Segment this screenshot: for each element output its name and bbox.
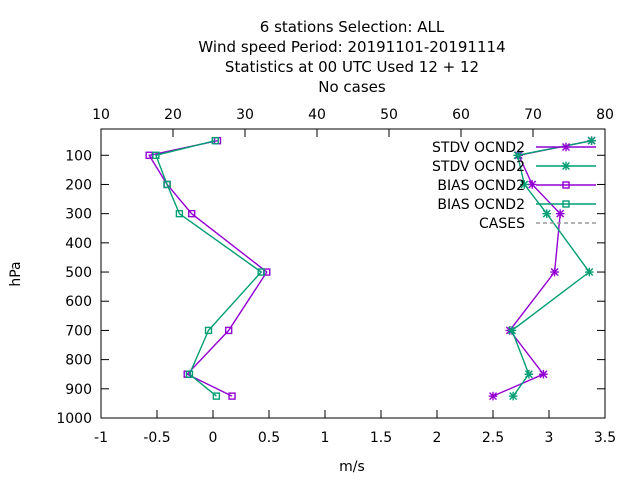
x2-tick-label: 40 [308,107,326,123]
y-tick-label: 500 [65,265,92,281]
series-line [511,140,592,397]
legend-item: STDV OCND2 [432,159,596,175]
x-tick-label: 2.5 [482,430,504,446]
data-point [513,150,522,160]
y-tick-label: 700 [65,323,92,339]
legend-label: STDV OCND2 [432,159,525,175]
legend-label: BIAS OCND2 [437,178,525,194]
plot-frame [100,128,606,419]
data-point [550,267,559,277]
data-point [224,326,233,335]
y-axis-label: hPa [8,261,24,286]
y-tick-label: 400 [65,236,92,252]
data-point [163,180,171,189]
title-line-1: 6 stations Selection: ALL [260,18,445,36]
y-tick-label: 1000 [56,411,92,427]
data-point [524,369,534,379]
data-point [211,136,219,145]
series-layer [145,136,596,401]
series-line [148,140,268,397]
data-point [555,209,565,218]
data-point [507,326,517,335]
series-line [154,140,263,397]
x-tick-label: -1 [94,430,108,446]
data-point [539,369,548,379]
data-point [542,209,552,218]
x-tick-labels: -1 -0.5 0 0.5 1 1.5 2 2.5 3 3.5 [94,430,616,446]
title-line-3: Statistics at 00 UTC Used 12 + 12 [225,58,479,76]
x2-tick-label: 70 [524,107,542,123]
data-point [188,209,196,218]
y-tick-label: 800 [65,353,92,369]
series-1 [488,136,596,401]
x2-tick-label: 50 [380,107,398,123]
x-tick-label: 3 [545,430,554,446]
legend: STDV OCND2 STDV OCND2 BIAS OCND2 BIAS OCND2… [432,140,596,232]
x-tick-label: 3.5 [594,430,616,446]
legend-label: BIAS OCND2 [437,197,525,213]
x2-tick-label: 30 [236,107,254,123]
legend-marker [561,161,571,171]
data-point [508,391,518,401]
y-tick-label: 900 [65,382,92,398]
data-point [204,326,213,335]
title-line-2: Wind speed Period: 20191101-20191114 [198,38,505,56]
y-tick-label: 300 [65,207,92,223]
x-tick-label: 1 [321,430,330,446]
x-tick-label: 0.5 [258,430,280,446]
data-point [185,370,194,378]
data-point [145,151,153,159]
data-point [228,392,236,400]
x2-tick-label: 20 [164,107,182,123]
data-point [585,267,594,277]
series-2 [507,136,596,401]
data-point [257,268,265,276]
legend-item: CASES [479,216,596,232]
x-tick-label: 2 [433,430,442,446]
data-point [520,180,529,189]
x-tick-label: 1.5 [370,430,392,446]
x-axis-label: m/s [339,459,365,475]
legend-item: BIAS OCND2 [437,197,596,213]
legend-item: BIAS OCND2 [437,178,596,194]
series-line [492,140,592,397]
legend-item: STDV OCND2 [432,140,596,156]
data-point [488,391,498,401]
y-tick-label: 200 [65,177,92,193]
data-point [587,136,596,145]
series-4 [152,136,265,400]
legend-marker [562,200,570,208]
y-tick-label: 600 [65,294,92,310]
x-tick-label: 0 [209,430,218,446]
legend-marker [562,181,570,189]
data-point [527,180,537,189]
title-line-4: No cases [318,78,386,96]
x-tick-label: -0.5 [143,430,170,446]
x2-tick-labels: 10 20 30 40 50 60 70 80 [92,107,614,123]
y-tick-labels: 100 200 300 400 500 600 700 800 900 1000 [56,148,92,427]
y-tick-label: 100 [65,148,92,164]
legend-label: CASES [479,216,525,232]
legend-marker [561,142,571,152]
chart-title: 6 stations Selection: ALL Wind speed Per… [198,18,505,96]
data-point [152,151,160,159]
axis-ticks [100,129,606,419]
x2-tick-label: 60 [452,107,470,123]
data-point [175,209,184,218]
legend-label: STDV OCND2 [432,140,525,156]
x2-tick-label: 10 [92,107,110,123]
x2-tick-label: 80 [596,107,614,123]
data-point [212,392,221,400]
